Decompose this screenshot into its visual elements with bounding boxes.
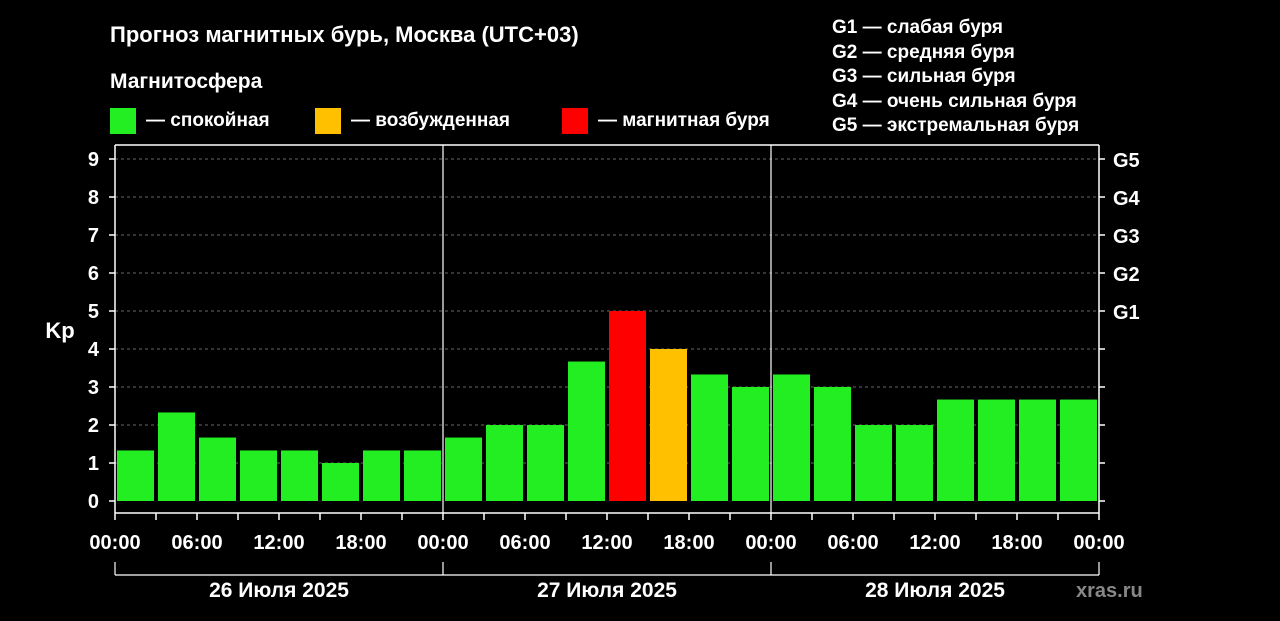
- storm-level-list: G1 — слабая буря G2 — средняя буря G3 — …: [832, 16, 1079, 139]
- x-tick-label: 18:00: [335, 532, 386, 554]
- legend-swatch-storm: [562, 108, 588, 134]
- y-tick-label: 5: [88, 301, 99, 323]
- y-tick-label: 8: [88, 187, 99, 209]
- kp-bar: [117, 450, 154, 501]
- y-axis-label: Kp: [45, 318, 74, 343]
- kp-bar: [363, 450, 400, 501]
- legend-item-active: — возбужденная: [315, 108, 510, 134]
- day-label: 26 Июля 2025: [209, 579, 349, 602]
- storm-level-g3: G3 — сильная буря: [832, 66, 1016, 87]
- y-tick-label: 0: [88, 491, 99, 513]
- kp-bar: [650, 349, 687, 501]
- kp-bar: [527, 425, 564, 501]
- legend-label-storm: — магнитная буря: [598, 110, 770, 131]
- kp-bar: [814, 387, 851, 501]
- y-tick-label: 2: [88, 415, 99, 437]
- y-tick-label: 1: [88, 453, 99, 475]
- legend-swatch-active: [315, 108, 341, 134]
- g-level-label: G1: [1113, 302, 1140, 324]
- legend-heading: Магнитосфера: [110, 70, 263, 93]
- chart-title: Прогноз магнитных бурь, Москва (UTC+03): [110, 22, 579, 47]
- x-tick-label: 18:00: [663, 532, 714, 554]
- kp-bar: [445, 437, 482, 501]
- kp-bar: [896, 425, 933, 501]
- x-tick-label: 00:00: [1073, 532, 1124, 554]
- day-label: 27 Июля 2025: [537, 579, 677, 602]
- x-tick-label: 00:00: [417, 532, 468, 554]
- x-tick-label: 06:00: [171, 532, 222, 554]
- g-level-label: G2: [1113, 264, 1140, 286]
- kp-bar: [158, 412, 195, 501]
- kp-bar: [240, 450, 277, 501]
- kp-bar: [732, 387, 769, 501]
- legend-item-calm: — спокойная: [110, 108, 270, 134]
- kp-bar: [1060, 399, 1097, 501]
- day-label: 28 Июля 2025: [865, 579, 1005, 602]
- y-tick-label: 3: [88, 377, 99, 399]
- y-tick-label: 9: [88, 149, 99, 171]
- y-tick-label: 6: [88, 263, 99, 285]
- legend-label-active: — возбужденная: [351, 110, 511, 131]
- x-tick-label: 00:00: [89, 532, 140, 554]
- kp-bar: [691, 374, 728, 501]
- x-tick-label: 12:00: [909, 532, 960, 554]
- x-tick-label: 00:00: [745, 532, 796, 554]
- x-tick-label: 18:00: [991, 532, 1042, 554]
- legend-item-storm: — магнитная буря: [562, 108, 770, 134]
- legend-label-calm: — спокойная: [146, 110, 270, 131]
- x-tick-label: 12:00: [581, 532, 632, 554]
- g-level-label: G5: [1113, 150, 1140, 172]
- g-level-label: G3: [1113, 226, 1140, 248]
- storm-level-g2: G2 — средняя буря: [832, 41, 1015, 63]
- watermark: xras.ru: [1076, 580, 1143, 602]
- y-tick-label: 7: [88, 225, 99, 247]
- x-tick-label: 06:00: [499, 532, 550, 554]
- storm-level-g5: G5 — экстремальная буря: [832, 115, 1080, 136]
- kp-bar: [773, 374, 810, 501]
- kp-bar: [855, 425, 892, 501]
- x-tick-label: 12:00: [253, 532, 304, 554]
- y-tick-label: 4: [88, 339, 100, 361]
- kp-bar: [1019, 399, 1056, 501]
- g-level-label: G4: [1113, 188, 1141, 210]
- kp-bar: [937, 399, 974, 501]
- storm-level-g1: G1 — слабая буря: [832, 17, 1004, 38]
- kp-bar: [609, 311, 646, 501]
- kp-bar: [281, 450, 318, 501]
- x-tick-label: 06:00: [827, 532, 878, 554]
- kp-bar: [199, 437, 236, 501]
- storm-level-g4: G4 — очень сильная буря: [832, 90, 1077, 112]
- legend-swatch-calm: [110, 108, 136, 134]
- kp-bar: [978, 399, 1015, 501]
- kp-bar: [486, 425, 523, 501]
- kp-bar: [568, 361, 605, 501]
- kp-bar: [322, 463, 359, 501]
- kp-bar: [404, 450, 441, 501]
